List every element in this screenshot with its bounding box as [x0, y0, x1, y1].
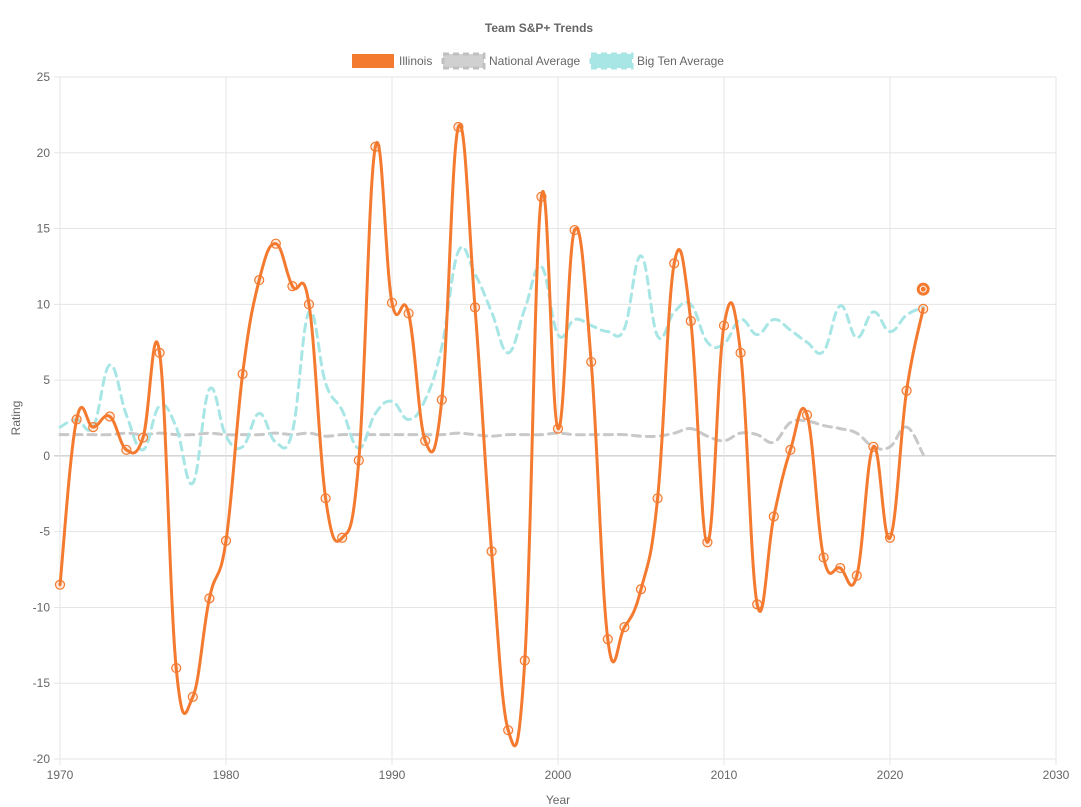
data-point[interactable] [237, 368, 248, 380]
legend: Illinois National Average Big Ten Averag… [352, 52, 724, 70]
data-point[interactable] [220, 535, 232, 546]
y-tick-label: -10 [33, 600, 51, 614]
data-point[interactable] [702, 537, 713, 548]
series-line-big-ten-average [58, 245, 925, 486]
data-point[interactable] [88, 421, 99, 433]
legend-swatch-illinois [352, 54, 394, 68]
data-point[interactable] [187, 691, 198, 702]
legend-label-illinois: Illinois [399, 54, 432, 68]
legend-swatch-big-ten-average [589, 52, 634, 70]
data-point[interactable] [469, 302, 481, 313]
legend-label-big-ten-average: Big Ten Average [637, 54, 724, 68]
y-tick-label: 20 [37, 146, 51, 160]
highlighted-point-center [920, 286, 926, 292]
data-point[interactable] [386, 297, 398, 308]
legend-item-national-average[interactable]: National Average [441, 52, 581, 70]
data-point[interactable] [270, 238, 281, 249]
data-point[interactable] [752, 599, 763, 610]
x-tick-label: 1980 [213, 768, 240, 782]
series-national-average [58, 418, 925, 456]
series-line-illinois [58, 123, 925, 748]
data-point[interactable] [403, 308, 414, 319]
data-point[interactable] [785, 444, 796, 455]
data-point[interactable] [121, 444, 132, 455]
data-point[interactable] [635, 584, 647, 595]
legend-item-big-ten-average[interactable]: Big Ten Average [589, 52, 724, 70]
data-point[interactable] [486, 546, 497, 557]
x-tick-label: 2000 [545, 768, 572, 782]
legend-item-illinois[interactable]: Illinois [352, 54, 432, 68]
data-point[interactable] [453, 121, 464, 133]
data-point[interactable] [420, 435, 431, 446]
y-tick-label: -5 [39, 525, 50, 539]
data-point[interactable] [718, 320, 730, 331]
data-point[interactable] [154, 347, 165, 358]
y-axis-ticks: -20 -15 -10 -5 0 5 10 15 20 25 [33, 70, 51, 766]
x-tick-label: 2010 [711, 768, 738, 782]
data-point[interactable] [536, 191, 547, 202]
series-line-national-average [58, 418, 925, 456]
y-tick-label: -20 [33, 752, 51, 766]
y-tick-label: -15 [33, 676, 51, 690]
data-point[interactable] [768, 511, 779, 522]
series-big-ten-average [58, 245, 925, 486]
data-point[interactable] [71, 414, 82, 425]
data-point[interactable] [519, 655, 530, 666]
data-point[interactable] [337, 532, 348, 543]
data-point[interactable] [685, 315, 696, 327]
data-point[interactable] [287, 281, 298, 292]
data-point[interactable] [320, 493, 331, 504]
series-layer [54, 121, 930, 748]
x-axis-ticks: 1970 1980 1990 2000 2010 2020 2030 [47, 768, 1070, 782]
legend-label-national-average: National Average [489, 54, 581, 68]
data-point[interactable] [884, 532, 896, 543]
data-point[interactable] [669, 258, 680, 269]
data-point[interactable] [552, 423, 564, 434]
data-point[interactable] [835, 562, 846, 574]
data-point[interactable] [901, 385, 912, 396]
data-point[interactable] [436, 394, 447, 405]
legend-swatch-national-average [441, 52, 486, 70]
data-point[interactable] [801, 409, 813, 421]
data-point[interactable] [104, 411, 115, 422]
data-point[interactable] [602, 634, 613, 645]
data-point[interactable] [619, 622, 630, 633]
data-point[interactable] [851, 570, 862, 581]
data-point[interactable] [918, 303, 929, 314]
x-tick-label: 1970 [47, 768, 74, 782]
data-point[interactable] [54, 579, 66, 590]
y-tick-label: 10 [37, 297, 51, 311]
data-point[interactable] [137, 432, 149, 443]
data-point[interactable] [868, 441, 879, 452]
data-point[interactable] [171, 662, 182, 674]
y-axis-title: Rating [9, 401, 23, 436]
y-tick-label: 5 [43, 373, 50, 387]
x-tick-label: 2030 [1043, 768, 1070, 782]
data-point[interactable] [254, 274, 265, 286]
data-point[interactable] [569, 224, 580, 236]
data-point[interactable] [652, 493, 663, 504]
data-point[interactable] [204, 593, 215, 604]
y-tick-label: 0 [43, 449, 50, 463]
chart-title: Team S&P+ Trends [485, 21, 593, 35]
data-point[interactable] [303, 299, 315, 310]
data-point[interactable] [370, 141, 381, 152]
x-tick-label: 1990 [379, 768, 406, 782]
x-axis-title: Year [546, 793, 570, 807]
x-tick-label: 2020 [877, 768, 904, 782]
y-tick-label: 25 [37, 70, 51, 84]
data-point[interactable] [818, 552, 829, 563]
data-point[interactable] [735, 347, 746, 358]
data-point[interactable] [353, 455, 364, 466]
data-point[interactable] [586, 356, 597, 368]
y-tick-label: 15 [37, 222, 51, 236]
data-point[interactable] [503, 725, 514, 736]
series-illinois [54, 121, 929, 748]
